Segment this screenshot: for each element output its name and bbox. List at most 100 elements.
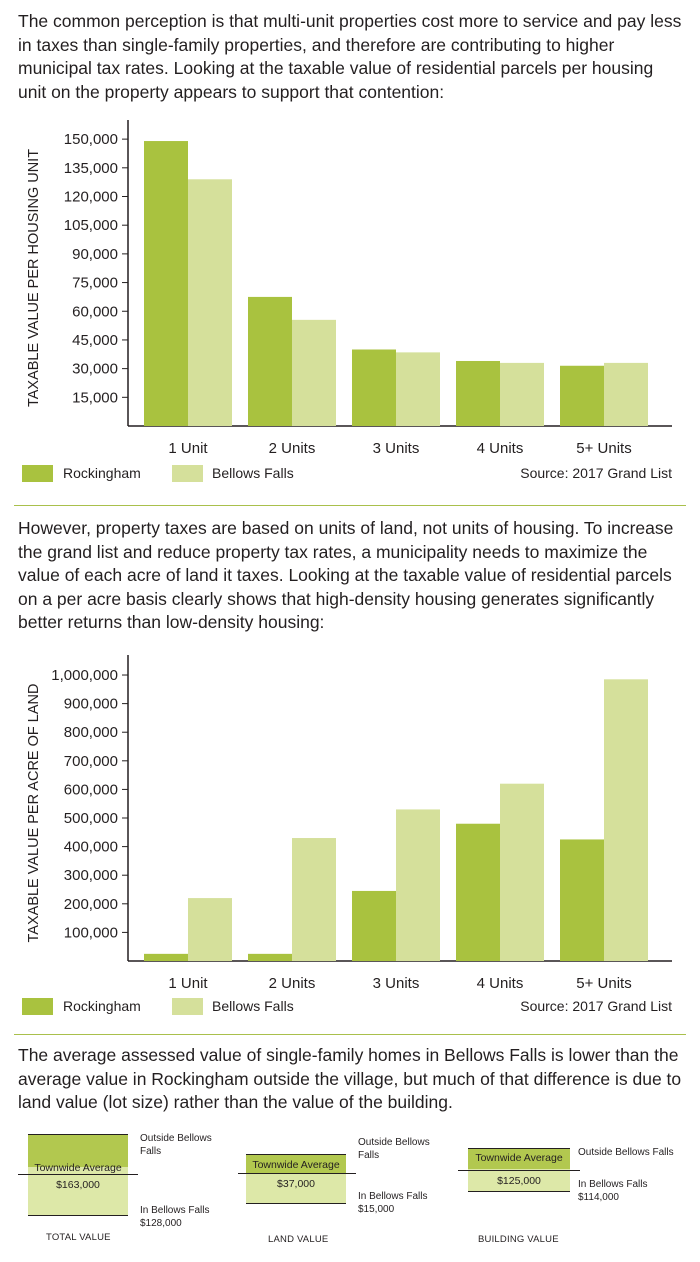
intro-paragraph-1: The common perception is that multi-unit… (18, 11, 682, 102)
bellows-falls-legend-label: Bellows Falls (212, 465, 294, 481)
townwide-label: Townwide Average (252, 1159, 340, 1171)
bar-rockingham (144, 953, 188, 961)
bar-bellows-falls (292, 319, 336, 426)
townwide-value: $163,000 (56, 1179, 100, 1191)
y-tick-label: 200,000 (64, 896, 118, 913)
townwide-line (238, 1173, 356, 1174)
bellows-falls-legend-label: Bellows Falls (212, 998, 294, 1014)
x-tick-label: 2 Units (269, 975, 316, 992)
inside-segment (28, 1167, 128, 1215)
inside-value: $128,000 (140, 1218, 182, 1229)
y-tick-label: 100,000 (64, 924, 118, 941)
townwide-value: $37,000 (277, 1178, 315, 1190)
building-value-gauge: Townwide Average $125,000 Outside Bellow… (458, 1128, 688, 1248)
bar-bellows-falls (188, 179, 232, 426)
intro-paragraph-3: The average assessed value of single-fam… (18, 1045, 682, 1112)
bar-bellows-falls (292, 838, 336, 961)
outside-label: Outside Bellows Falls (140, 1133, 212, 1157)
x-tick-label: 1 Unit (168, 975, 208, 992)
chart2-source: Source: 2017 Grand List (520, 998, 672, 1014)
y-tick-label: 45,000 (72, 332, 118, 349)
y-tick-label: 1,000,000 (51, 667, 118, 684)
x-tick-label: 4 Units (477, 975, 524, 992)
townwide-line (458, 1170, 580, 1171)
townwide-value: $125,000 (497, 1175, 541, 1187)
chart-value-per-housing-unit: 15,000 30,000 45,000 60,000 75,000 90,000 105,… (26, 120, 672, 457)
townwide-label: Townwide Average (475, 1152, 563, 1164)
x-tick-label: 2 Units (269, 440, 316, 457)
rockingham-swatch (22, 998, 53, 1015)
bar-rockingham (456, 823, 500, 961)
bar-bellows-falls (604, 679, 648, 961)
inside-label: In Bellows Falls (578, 1179, 648, 1190)
y-tick-label: 15,000 (72, 389, 118, 406)
x-tick-label: 1 Unit (168, 440, 208, 457)
building-value-bar: Townwide Average $125,000 (468, 1148, 570, 1192)
x-tick-label: 5+ Units (576, 975, 631, 992)
bar-rockingham (352, 890, 396, 961)
rockingham-swatch (22, 465, 53, 482)
bar-rockingham (560, 839, 604, 961)
inside-segment (246, 1173, 346, 1203)
bar-bellows-falls (500, 362, 544, 426)
outside-label: Outside Bellows Falls (358, 1137, 430, 1161)
intro-paragraph-2: However, property taxes are based on uni… (18, 518, 674, 632)
bar-rockingham (248, 296, 292, 426)
total-value-gauge: Townwide Average $163,000 Outside Bellow… (18, 1128, 228, 1248)
y-tick-label: 75,000 (72, 275, 118, 292)
section-divider-1 (14, 505, 686, 506)
land-value-bar: Townwide Average $37,000 (246, 1154, 346, 1204)
bar-rockingham (352, 349, 396, 426)
inside-value: $114,000 (578, 1192, 619, 1203)
townwide-label: Townwide Average (34, 1162, 122, 1174)
inside-segment (468, 1169, 570, 1191)
bar-bellows-falls (396, 352, 440, 426)
section-divider-2 (14, 1034, 686, 1035)
y-tick-label: 300,000 (64, 867, 118, 884)
bar-bellows-falls (500, 783, 544, 961)
outside-segment (246, 1155, 346, 1173)
x-tick-label: 3 Units (373, 440, 420, 457)
townwide-line (18, 1174, 138, 1175)
y-tick-label: 700,000 (64, 753, 118, 770)
x-tick-label: 4 Units (477, 440, 524, 457)
bar-rockingham (144, 141, 188, 426)
outside-segment (28, 1135, 128, 1167)
bar-bellows-falls (604, 362, 648, 426)
y-tick-label: 400,000 (64, 839, 118, 856)
rockingham-legend-label: Rockingham (63, 998, 141, 1014)
y-axis-title: TAXABLE VALUE PER ACRE OF LAND (26, 684, 42, 943)
y-tick-label: 30,000 (72, 361, 118, 378)
inside-value: $15,000 (358, 1204, 395, 1215)
bar-bellows-falls (188, 898, 232, 961)
bar-rockingham (248, 953, 292, 961)
gauge-title: LAND VALUE (268, 1234, 329, 1245)
y-tick-label: 150,000 (64, 131, 118, 148)
gauge-title: TOTAL VALUE (46, 1232, 111, 1243)
y-tick-label: 500,000 (64, 810, 118, 827)
chart1-legend: Rockingham Bellows Falls Source: 2017 Gr… (22, 463, 672, 485)
y-tick-label: 135,000 (64, 160, 118, 177)
y-tick-label: 800,000 (64, 724, 118, 741)
bellows-falls-swatch (172, 998, 203, 1015)
rockingham-legend-label: Rockingham (63, 465, 141, 481)
outside-label: Outside Bellows Falls (578, 1147, 674, 1158)
chart2-legend: Rockingham Bellows Falls Source: 2017 Gr… (22, 996, 672, 1018)
x-tick-label: 5+ Units (576, 440, 631, 457)
inside-label: In Bellows Falls (140, 1205, 210, 1216)
y-tick-label: 900,000 (64, 696, 118, 713)
inside-label: In Bellows Falls (358, 1191, 428, 1202)
bar-bellows-falls (396, 809, 440, 961)
chart-value-per-acre: 100,000 200,000 300,000 400,000 500,000 600,0… (26, 655, 672, 992)
bellows-falls-swatch (172, 465, 203, 482)
land-value-gauge: Townwide Average $37,000 Outside Bellows… (238, 1128, 448, 1248)
x-tick-label: 3 Units (373, 975, 420, 992)
y-tick-label: 105,000 (64, 217, 118, 234)
y-tick-label: 60,000 (72, 303, 118, 320)
total-value-bar: Townwide Average $163,000 (28, 1134, 128, 1216)
chart1-source: Source: 2017 Grand List (520, 465, 672, 481)
y-axis-title: TAXABLE VALUE PER HOUSING UNIT (26, 149, 42, 407)
y-tick-label: 90,000 (72, 246, 118, 263)
bar-rockingham (560, 365, 604, 426)
outside-segment (468, 1149, 570, 1169)
